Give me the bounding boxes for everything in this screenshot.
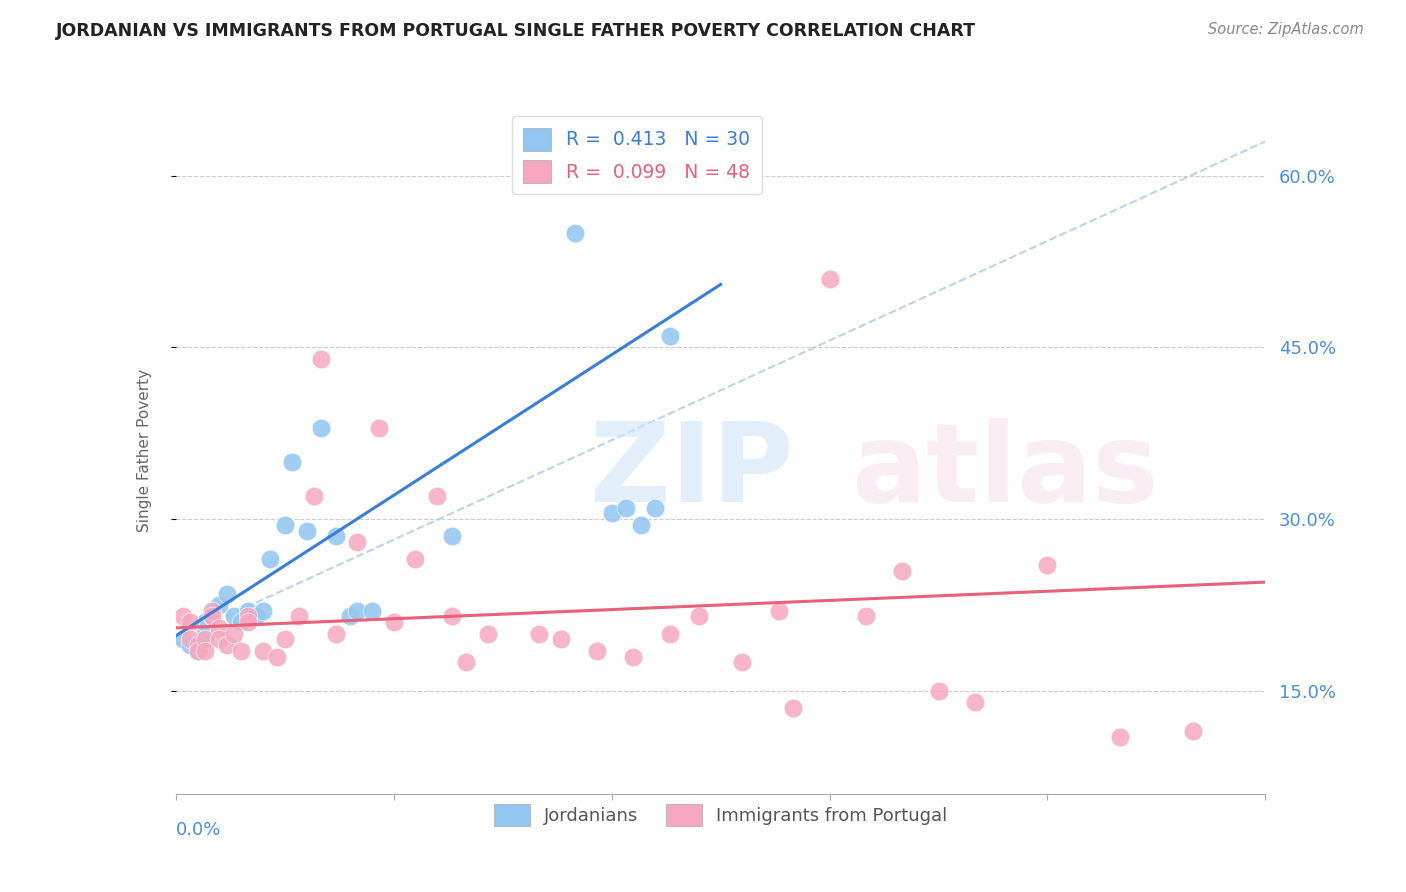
Point bbox=[325, 626, 347, 640]
Point bbox=[818, 271, 841, 285]
Point bbox=[456, 655, 478, 669]
Point bbox=[179, 638, 201, 652]
Point bbox=[194, 615, 217, 630]
Point bbox=[658, 329, 681, 343]
Point bbox=[194, 626, 217, 640]
Point bbox=[1181, 723, 1204, 738]
Point bbox=[222, 626, 245, 640]
Point bbox=[600, 507, 623, 521]
Point bbox=[688, 609, 710, 624]
Point bbox=[360, 604, 382, 618]
Point bbox=[186, 644, 209, 658]
Legend: Jordanians, Immigrants from Portugal: Jordanians, Immigrants from Portugal bbox=[486, 797, 955, 833]
Point bbox=[630, 517, 652, 532]
Point bbox=[1109, 730, 1132, 744]
Point bbox=[440, 529, 463, 543]
Point bbox=[281, 455, 304, 469]
Point bbox=[274, 517, 297, 532]
Point bbox=[527, 626, 550, 640]
Point bbox=[186, 644, 209, 658]
Point bbox=[891, 564, 914, 578]
Point bbox=[222, 609, 245, 624]
Point bbox=[215, 586, 238, 600]
Point bbox=[928, 683, 950, 698]
Point bbox=[426, 489, 449, 503]
Point bbox=[245, 609, 267, 624]
Point bbox=[963, 695, 986, 709]
Point bbox=[179, 632, 201, 647]
Point bbox=[208, 598, 231, 612]
Point bbox=[309, 351, 332, 366]
Point bbox=[339, 609, 361, 624]
Point bbox=[731, 655, 754, 669]
Point bbox=[186, 638, 209, 652]
Point bbox=[194, 632, 217, 647]
Text: JORDANIAN VS IMMIGRANTS FROM PORTUGAL SINGLE FATHER POVERTY CORRELATION CHART: JORDANIAN VS IMMIGRANTS FROM PORTUGAL SI… bbox=[56, 22, 976, 40]
Point bbox=[238, 609, 260, 624]
Point bbox=[238, 615, 260, 630]
Point bbox=[621, 649, 644, 664]
Point bbox=[208, 621, 231, 635]
Point bbox=[325, 529, 347, 543]
Point bbox=[368, 420, 391, 434]
Point bbox=[309, 420, 332, 434]
Text: Source: ZipAtlas.com: Source: ZipAtlas.com bbox=[1208, 22, 1364, 37]
Point bbox=[266, 649, 288, 664]
Point bbox=[208, 632, 231, 647]
Point bbox=[252, 644, 274, 658]
Point bbox=[405, 552, 427, 566]
Point bbox=[346, 604, 368, 618]
Point bbox=[302, 489, 325, 503]
Point bbox=[644, 500, 666, 515]
Point bbox=[231, 644, 253, 658]
Point bbox=[252, 604, 274, 618]
Point bbox=[231, 615, 253, 630]
Point bbox=[346, 535, 368, 549]
Point bbox=[295, 524, 318, 538]
Point bbox=[201, 609, 224, 624]
Point bbox=[172, 609, 194, 624]
Point bbox=[564, 226, 586, 240]
Point bbox=[238, 604, 260, 618]
Point bbox=[201, 604, 224, 618]
Point bbox=[274, 632, 297, 647]
Point bbox=[768, 604, 790, 618]
Point bbox=[259, 552, 281, 566]
Point bbox=[782, 701, 804, 715]
Point bbox=[201, 604, 224, 618]
Point bbox=[194, 644, 217, 658]
Point bbox=[215, 638, 238, 652]
Point bbox=[477, 626, 499, 640]
Point bbox=[179, 615, 201, 630]
Text: ZIP: ZIP bbox=[591, 417, 793, 524]
Text: atlas: atlas bbox=[852, 417, 1159, 524]
Point bbox=[201, 609, 224, 624]
Y-axis label: Single Father Poverty: Single Father Poverty bbox=[138, 369, 152, 532]
Point bbox=[586, 644, 609, 658]
Point bbox=[550, 632, 572, 647]
Text: 0.0%: 0.0% bbox=[176, 822, 221, 839]
Point bbox=[172, 632, 194, 647]
Point bbox=[658, 626, 681, 640]
Point bbox=[614, 500, 637, 515]
Point bbox=[1036, 558, 1059, 572]
Point bbox=[440, 609, 463, 624]
Point bbox=[382, 615, 405, 630]
Point bbox=[288, 609, 311, 624]
Point bbox=[855, 609, 877, 624]
